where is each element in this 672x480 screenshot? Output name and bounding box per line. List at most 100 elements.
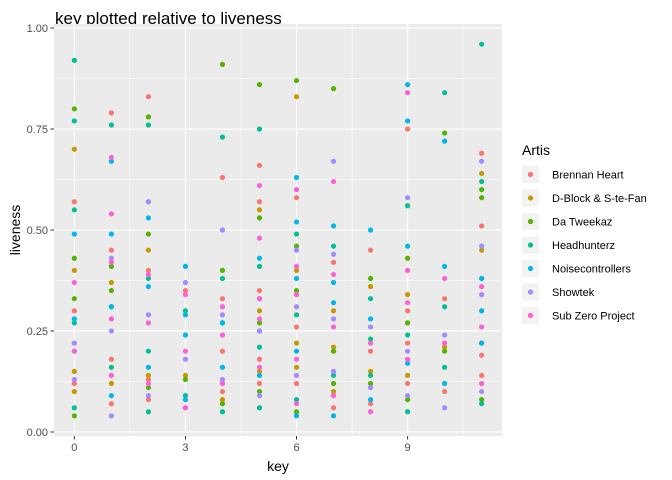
x-tick-label: 6	[293, 442, 299, 454]
data-point	[219, 312, 226, 318]
data-point	[145, 393, 152, 399]
data-point	[404, 195, 411, 201]
data-point	[256, 182, 263, 189]
data-point	[219, 364, 226, 370]
data-point	[219, 227, 226, 233]
data-point	[367, 397, 374, 403]
data-point	[367, 275, 374, 282]
data-point	[145, 215, 152, 221]
data-point	[71, 380, 77, 387]
data-point	[479, 223, 485, 229]
data-point	[145, 364, 152, 370]
data-point	[404, 118, 411, 124]
data-point	[71, 308, 77, 314]
data-point	[71, 368, 77, 374]
data-point	[256, 263, 263, 269]
data-point	[367, 296, 374, 302]
data-point	[442, 296, 448, 302]
data-point	[256, 162, 263, 168]
data-point	[404, 126, 411, 132]
legend-label: Showtek	[552, 287, 595, 299]
series-4	[71, 41, 485, 415]
data-point	[293, 247, 300, 253]
data-point	[108, 211, 114, 217]
data-point	[145, 384, 152, 391]
data-point	[182, 405, 189, 411]
data-point	[442, 332, 448, 338]
data-point	[256, 296, 263, 302]
series-1	[71, 94, 485, 411]
data-point	[479, 275, 485, 282]
data-point	[145, 283, 152, 290]
legend-item: Showtek	[522, 283, 595, 301]
data-point	[256, 199, 263, 205]
data-point	[404, 90, 411, 96]
data-point	[108, 304, 114, 310]
data-point	[71, 316, 77, 322]
data-point	[256, 380, 263, 387]
data-point	[367, 372, 374, 379]
data-point	[71, 320, 77, 326]
data-point	[293, 174, 300, 181]
data-point	[256, 126, 263, 132]
y-tick-label: 0.25	[27, 326, 48, 338]
data-point	[108, 316, 114, 322]
data-point	[293, 77, 300, 84]
data-point	[367, 247, 374, 253]
y-tick-label: 1.00	[27, 23, 48, 35]
data-point	[219, 332, 226, 338]
legend-label: D-Block & S-te-Fan	[552, 193, 647, 205]
data-point	[256, 215, 263, 221]
data-point	[442, 405, 448, 411]
data-point	[108, 279, 114, 286]
data-point	[293, 356, 300, 362]
data-point	[219, 380, 226, 387]
data-point	[404, 356, 411, 362]
data-point	[71, 279, 77, 286]
data-point	[479, 187, 485, 193]
data-point	[219, 296, 226, 302]
data-point	[479, 380, 485, 387]
data-point	[71, 207, 77, 213]
data-point	[108, 372, 114, 379]
data-point	[71, 413, 77, 419]
data-point	[479, 150, 485, 156]
data-point	[404, 300, 411, 306]
data-point	[256, 372, 263, 379]
data-point	[182, 348, 189, 354]
data-point	[404, 340, 411, 346]
data-point	[330, 178, 337, 185]
data-point	[330, 316, 337, 322]
legend-items: Brennan Heart D-Block & S-te-Fan Da Tweeka…	[522, 166, 647, 324]
data-point	[145, 114, 152, 120]
data-point	[145, 94, 152, 100]
data-point	[479, 308, 485, 314]
data-point	[404, 292, 411, 298]
y-axis-title: liveness	[7, 205, 23, 256]
data-point	[330, 380, 337, 387]
data-point	[404, 380, 411, 387]
legend-item: Noisecontrollers	[522, 260, 631, 277]
y-tick-label: 0.50	[27, 225, 48, 237]
data-point	[293, 287, 300, 294]
data-point	[330, 243, 337, 249]
data-point	[219, 409, 226, 415]
data-point	[219, 397, 226, 403]
data-point	[182, 308, 189, 314]
x-tick-label: 3	[182, 442, 188, 454]
data-point	[293, 312, 300, 318]
legend-swatch	[527, 265, 534, 272]
data-point	[330, 271, 337, 278]
data-point	[404, 372, 411, 379]
legend: Artis Brennan Heart D-Block & S-te-Fan Da …	[522, 142, 647, 324]
data-point	[145, 231, 152, 237]
data-point	[404, 320, 411, 326]
data-point	[108, 158, 114, 164]
data-point	[145, 348, 152, 354]
data-point	[145, 380, 152, 387]
data-point	[367, 348, 374, 354]
legend-label: Brennan Heart	[552, 170, 624, 182]
data-point	[479, 401, 485, 407]
legend-swatch	[527, 195, 534, 201]
data-point	[293, 409, 300, 415]
